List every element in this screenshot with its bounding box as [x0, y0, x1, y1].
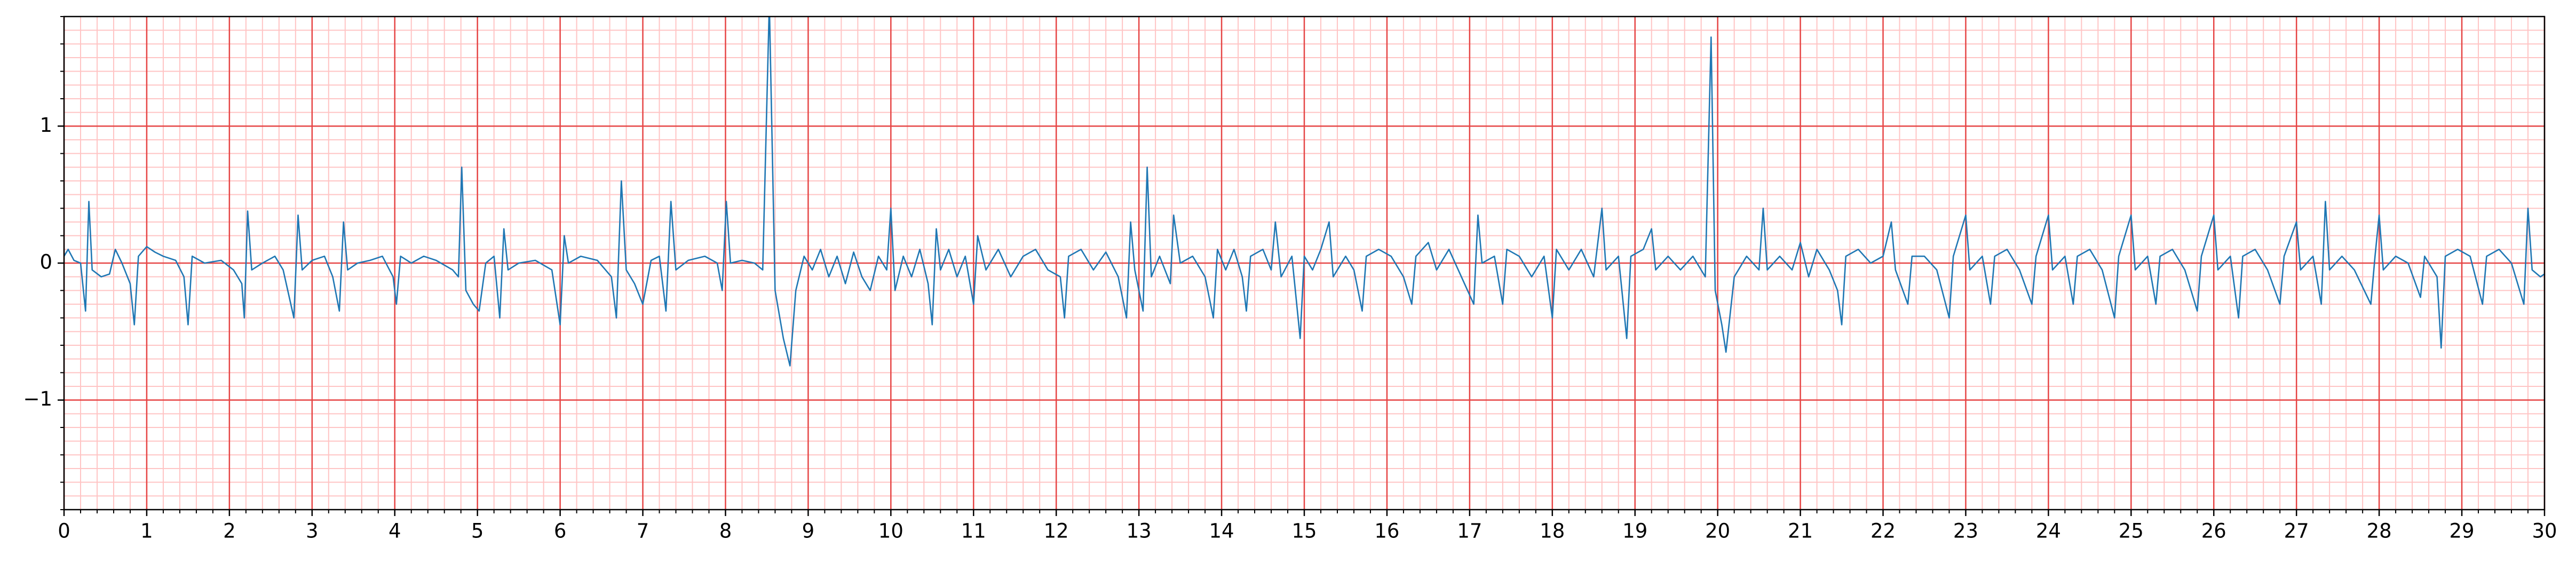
x-tick-label: 26: [2201, 520, 2226, 543]
x-tick-label: 11: [961, 520, 986, 543]
axes-frame: [63, 15, 2546, 511]
x-tick-label: 28: [2367, 520, 2392, 543]
x-tick-label: 7: [637, 520, 649, 543]
x-tick-label: 23: [1953, 520, 1978, 543]
x-tick-label: 3: [306, 520, 319, 543]
x-tick-label: 17: [1457, 520, 1482, 543]
x-tick-label: 20: [1705, 520, 1730, 543]
y-tick-label: 1: [39, 114, 52, 137]
x-tick-label: 0: [58, 520, 70, 543]
x-tick-label: 5: [471, 520, 484, 543]
x-tick-label: 25: [2119, 520, 2144, 543]
x-tick-label: 10: [878, 520, 903, 543]
x-tick-label: 16: [1374, 520, 1399, 543]
x-tick-label: 6: [554, 520, 567, 543]
x-tick-label: 12: [1044, 520, 1069, 543]
y-tick-label: 0: [39, 251, 52, 274]
x-tick-label: 27: [2284, 520, 2309, 543]
x-tick-label: 19: [1622, 520, 1647, 543]
x-tick-label: 13: [1127, 520, 1152, 543]
x-tick-label: 14: [1209, 520, 1234, 543]
x-tick-label: 30: [2532, 520, 2557, 543]
x-tick-label: 21: [1788, 520, 1813, 543]
x-tick-label: 29: [2450, 520, 2475, 543]
x-tick-label: 4: [389, 520, 401, 543]
x-tick-label: 22: [1870, 520, 1896, 543]
x-tick-label: 24: [2036, 520, 2061, 543]
x-tick-label: 8: [719, 520, 732, 543]
x-tick-label: 2: [223, 520, 236, 543]
x-tick-label: 1: [140, 520, 153, 543]
y-tick-label: −1: [23, 387, 52, 410]
x-tick-label: 9: [802, 520, 815, 543]
ecg-line: [64, 17, 2545, 367]
x-tick-label: 15: [1291, 520, 1317, 543]
x-tick-label: 18: [1540, 520, 1565, 543]
